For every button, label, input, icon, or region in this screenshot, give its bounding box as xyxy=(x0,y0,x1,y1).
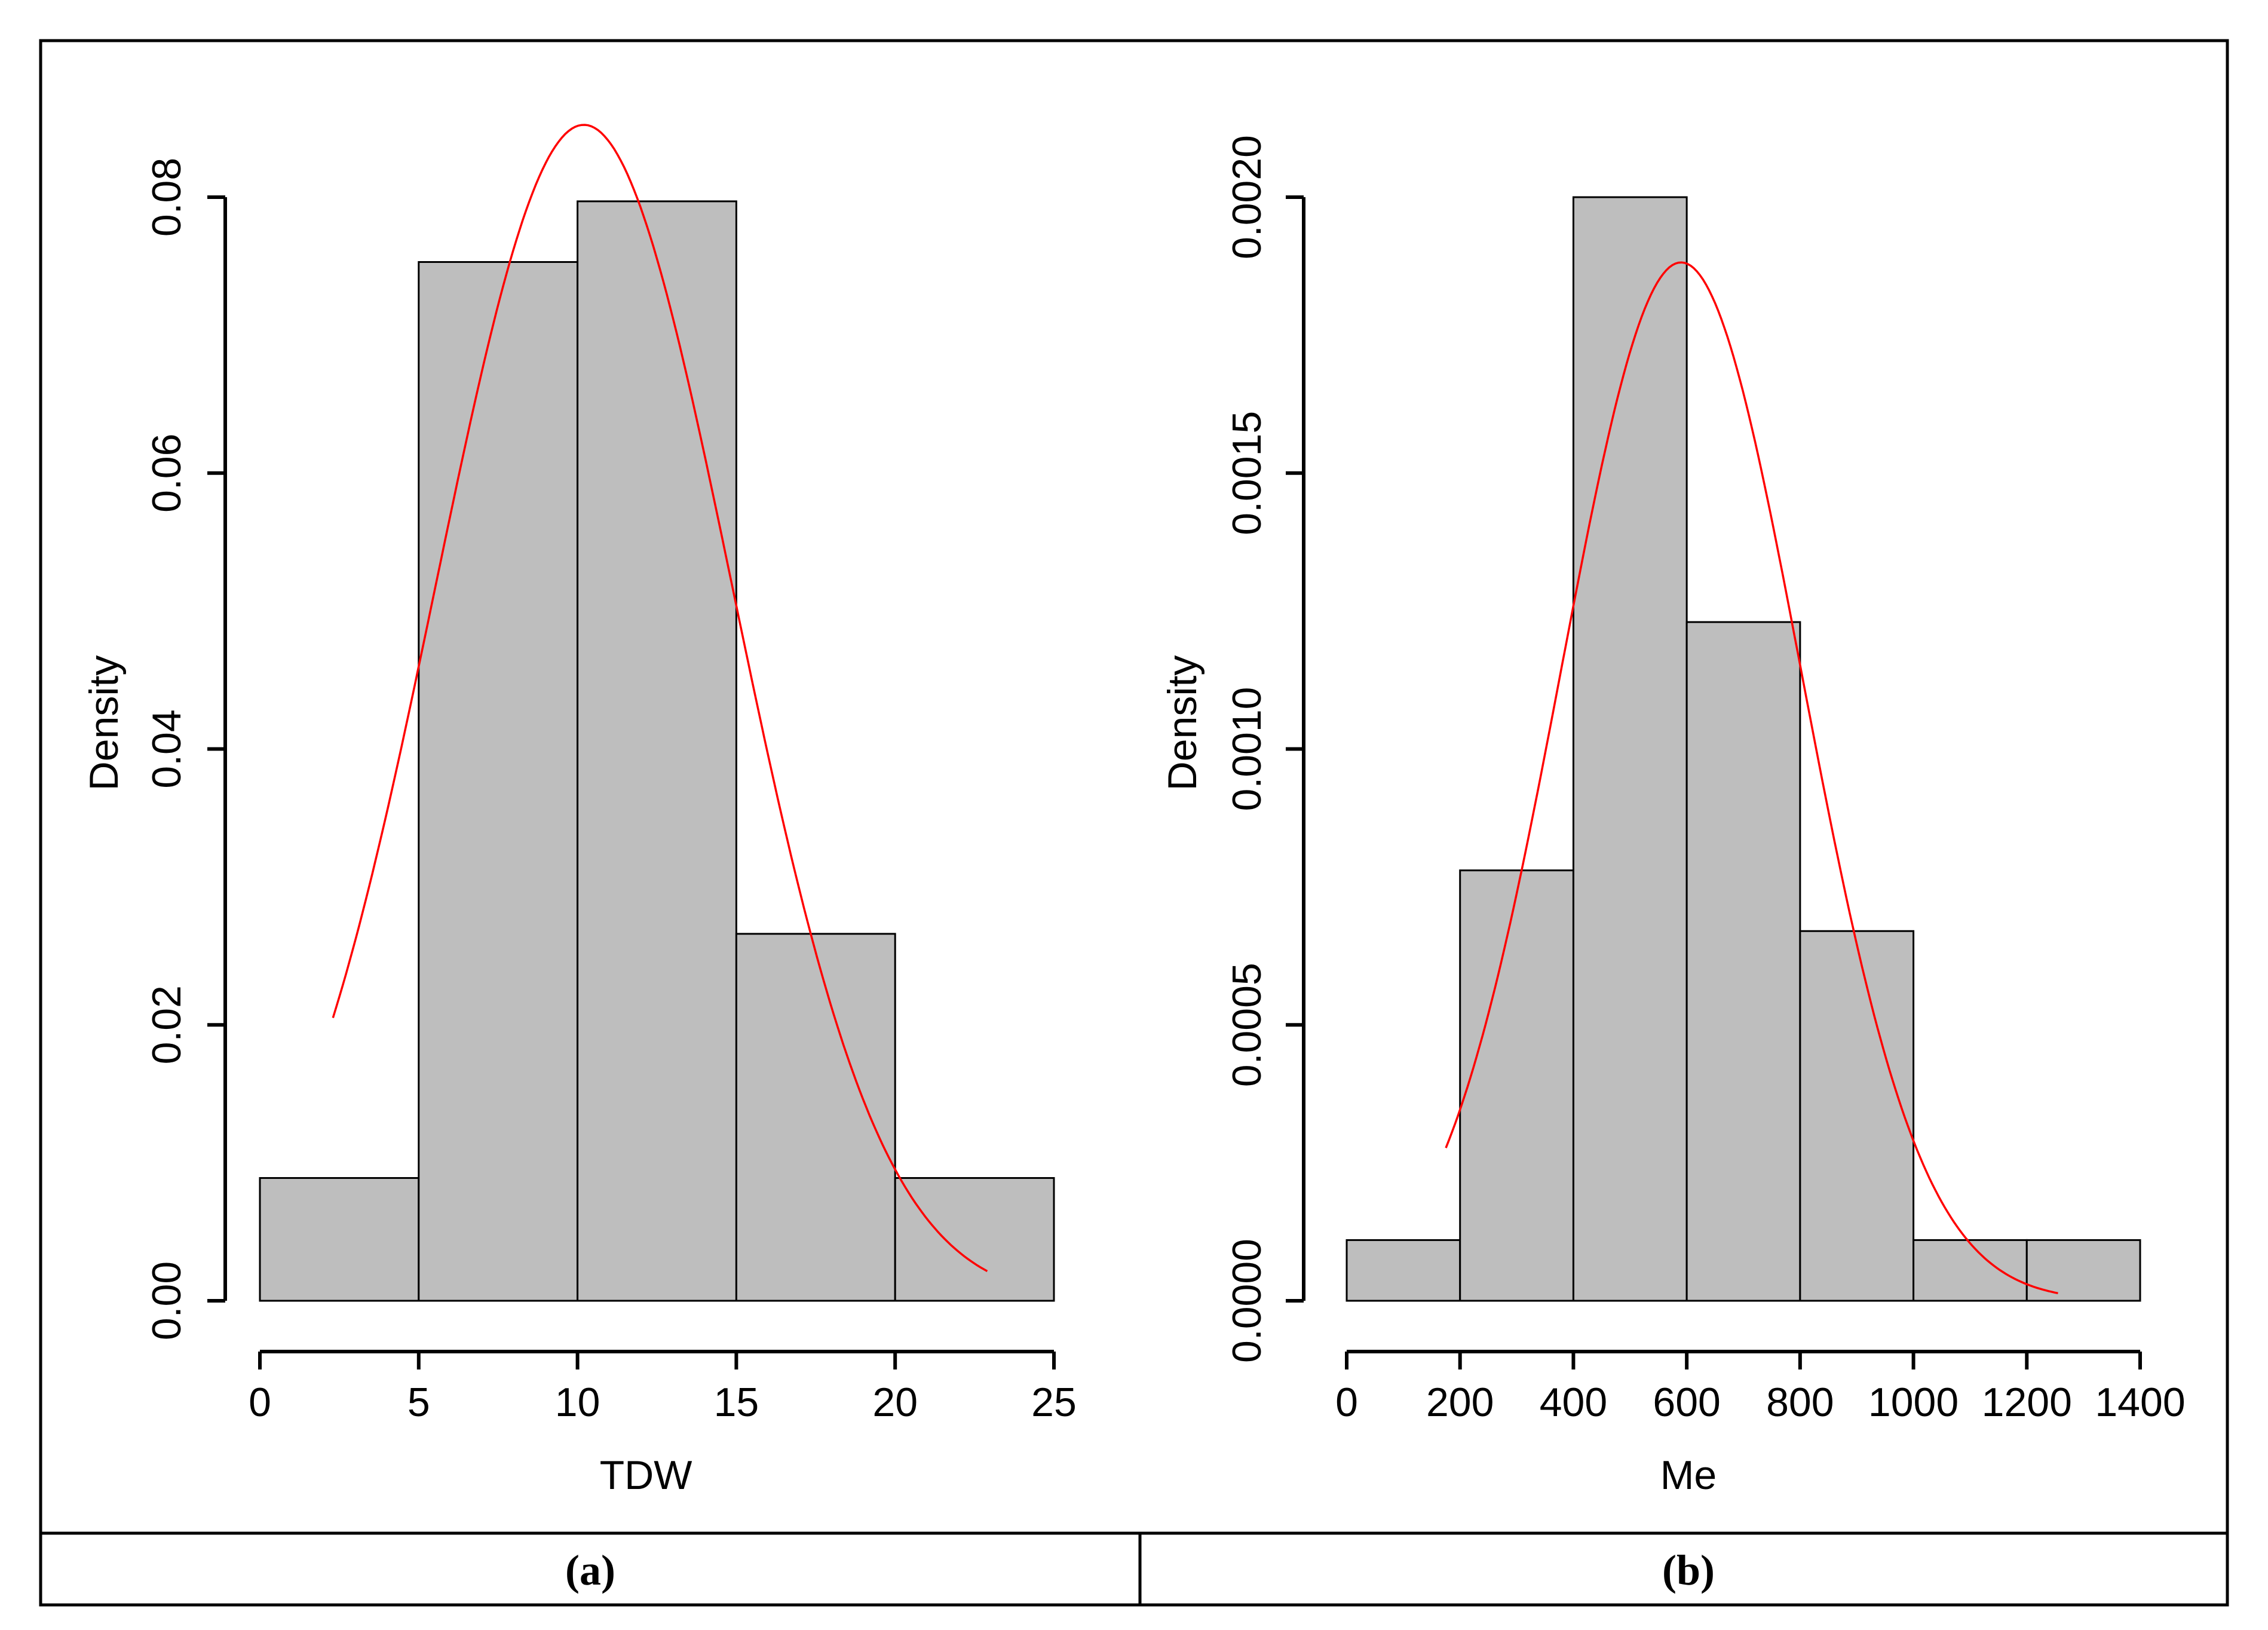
y-tick-label-me-3: 0.0015 xyxy=(1224,411,1270,535)
y-tick-label-tdw-0: 0.00 xyxy=(144,1261,189,1340)
y-tick-label-me-4: 0.0020 xyxy=(1224,135,1270,259)
x-tick-label-me-7: 1400 xyxy=(2095,1380,2185,1425)
histogram-panel-tdw: 0.00 0.02 0.04 0.06 0.08 0 5 10 15 20 25 TDW Dens… xyxy=(81,124,1077,1498)
x-tick-label-tdw-1: 5 xyxy=(407,1380,430,1425)
x-tick-label-me-0: 0 xyxy=(1335,1380,1358,1425)
y-ticks-me: 0.0000 0.0005 0.0010 0.0015 0.0020 xyxy=(1224,135,1304,1363)
panel-label-b: (b) xyxy=(1662,1546,1715,1594)
histogram-bar-tdw-2 xyxy=(577,200,737,1302)
x-axis-title-me: Me xyxy=(1660,1453,1717,1498)
x-tick-label-me-6: 1200 xyxy=(1982,1380,2072,1425)
x-tick-label-me-5: 1000 xyxy=(1868,1380,1959,1425)
x-tick-label-me-4: 800 xyxy=(1766,1380,1834,1425)
histogram-bar-me-1 xyxy=(1459,869,1574,1302)
y-tick-label-tdw-3: 0.06 xyxy=(144,434,189,513)
y-tick-label-me-0: 0.0000 xyxy=(1224,1239,1270,1363)
histogram-bar-tdw-0 xyxy=(259,1177,420,1302)
figure-frame xyxy=(39,39,2229,1607)
histogram-bar-me-6 xyxy=(2025,1239,2141,1302)
x-ticks-me: 0 200 400 600 800 1000 1200 1400 xyxy=(1335,1352,2186,1425)
x-axis-title-tdw: TDW xyxy=(600,1453,692,1498)
histogram-bar-me-0 xyxy=(1346,1239,1461,1302)
x-tick-label-tdw-4: 20 xyxy=(872,1380,918,1425)
x-tick-label-tdw-0: 0 xyxy=(249,1380,271,1425)
panel-label-a: (a) xyxy=(565,1546,615,1594)
y-ticks-tdw: 0.00 0.02 0.04 0.06 0.08 xyxy=(144,158,225,1340)
x-tick-label-tdw-5: 25 xyxy=(1031,1380,1077,1425)
x-tick-label-me-1: 200 xyxy=(1426,1380,1494,1425)
x-tick-label-me-3: 600 xyxy=(1653,1380,1720,1425)
y-axis-title-tdw: Density xyxy=(81,655,127,791)
x-tick-label-me-2: 400 xyxy=(1540,1380,1607,1425)
x-tick-label-tdw-3: 15 xyxy=(714,1380,759,1425)
y-tick-label-me-1: 0.0005 xyxy=(1224,963,1270,1087)
y-tick-label-tdw-2: 0.04 xyxy=(144,709,189,788)
y-tick-label-tdw-4: 0.08 xyxy=(144,158,189,237)
histogram-panel-me: 0.0000 0.0005 0.0010 0.0015 0.0020 0 200 400 60… xyxy=(1160,135,2186,1498)
normal-density-curve-me xyxy=(1445,261,2058,1295)
x-ticks-tdw: 0 5 10 15 20 25 xyxy=(249,1352,1077,1425)
x-tick-label-tdw-2: 10 xyxy=(555,1380,600,1425)
histogram-bar-me-3 xyxy=(1685,621,1801,1302)
normal-density-curve-tdw xyxy=(332,124,988,1273)
y-axis-title-me: Density xyxy=(1160,655,1205,791)
bars-me xyxy=(1346,196,2141,1302)
histogram-bar-me-5 xyxy=(1913,1239,2028,1302)
y-tick-label-me-2: 0.0010 xyxy=(1224,687,1270,811)
histogram-bar-tdw-4 xyxy=(894,1177,1055,1302)
y-tick-label-tdw-1: 0.02 xyxy=(144,985,189,1064)
histogram-bar-tdw-3 xyxy=(735,933,896,1302)
histogram-bar-me-4 xyxy=(1799,930,1915,1302)
histogram-bar-tdw-1 xyxy=(418,261,579,1302)
bars-tdw xyxy=(259,200,1055,1302)
histogram-bar-me-2 xyxy=(1572,196,1688,1302)
